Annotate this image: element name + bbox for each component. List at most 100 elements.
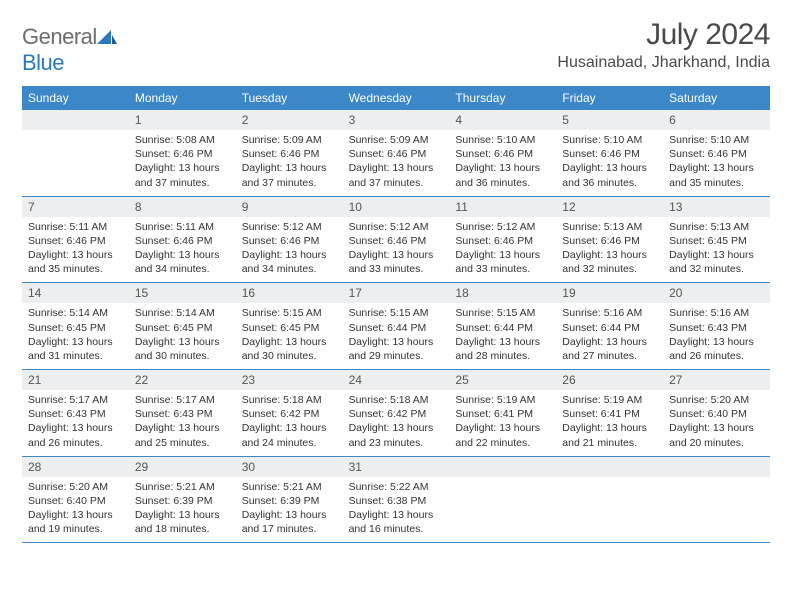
sunrise-text: Sunrise: 5:20 AM [28,480,123,494]
sunrise-text: Sunrise: 5:11 AM [28,220,123,234]
day-number: 20 [663,283,770,303]
day-number: 4 [449,110,556,130]
daylight-text: Daylight: 13 hours and 37 minutes. [135,161,230,189]
day-number: 26 [556,370,663,390]
day-info: Sunrise: 5:20 AMSunset: 6:40 PMDaylight:… [669,390,764,450]
day-cell: Sunrise: 5:20 AMSunset: 6:40 PMDaylight:… [22,477,129,543]
sunrise-text: Sunrise: 5:15 AM [242,306,337,320]
sunrise-text: Sunrise: 5:19 AM [562,393,657,407]
day-number: 3 [343,110,450,130]
sunset-text: Sunset: 6:40 PM [669,407,764,421]
sunset-text: Sunset: 6:44 PM [455,321,550,335]
sunset-text: Sunset: 6:46 PM [669,147,764,161]
day-number: 10 [343,197,450,217]
day-cell: Sunrise: 5:19 AMSunset: 6:41 PMDaylight:… [556,390,663,456]
calendar-page: GeneralBlue July 2024 Husainabad, Jharkh… [0,0,792,543]
daylight-text: Daylight: 13 hours and 26 minutes. [28,421,123,449]
sunset-text: Sunset: 6:46 PM [455,234,550,248]
day-info: Sunrise: 5:12 AMSunset: 6:46 PMDaylight:… [349,217,444,277]
day-number-row: 28293031 [22,457,770,477]
day-info [455,477,550,480]
day-cell: Sunrise: 5:10 AMSunset: 6:46 PMDaylight:… [556,130,663,196]
daylight-text: Daylight: 13 hours and 22 minutes. [455,421,550,449]
sunset-text: Sunset: 6:39 PM [135,494,230,508]
day-number-row: 78910111213 [22,197,770,217]
daylight-text: Daylight: 13 hours and 28 minutes. [455,335,550,363]
sunrise-text: Sunrise: 5:09 AM [349,133,444,147]
brand-sail-icon [97,24,117,50]
sunset-text: Sunset: 6:44 PM [562,321,657,335]
day-number: 18 [449,283,556,303]
location-text: Husainabad, Jharkhand, India [557,54,770,72]
sunset-text: Sunset: 6:43 PM [28,407,123,421]
day-number: 22 [129,370,236,390]
day-info [562,477,657,480]
page-header: GeneralBlue July 2024 Husainabad, Jharkh… [22,18,770,76]
sunset-text: Sunset: 6:45 PM [28,321,123,335]
day-cell: Sunrise: 5:18 AMSunset: 6:42 PMDaylight:… [343,390,450,456]
sunrise-text: Sunrise: 5:12 AM [349,220,444,234]
sunrise-text: Sunrise: 5:14 AM [28,306,123,320]
day-number: 8 [129,197,236,217]
day-cell: Sunrise: 5:15 AMSunset: 6:44 PMDaylight:… [343,303,450,369]
day-info: Sunrise: 5:09 AMSunset: 6:46 PMDaylight:… [242,130,337,190]
day-number [22,110,129,130]
sunrise-text: Sunrise: 5:15 AM [455,306,550,320]
month-title: July 2024 [557,18,770,52]
day-number: 6 [663,110,770,130]
day-cell: Sunrise: 5:15 AMSunset: 6:44 PMDaylight:… [449,303,556,369]
day-info: Sunrise: 5:16 AMSunset: 6:43 PMDaylight:… [669,303,764,363]
sunset-text: Sunset: 6:46 PM [349,234,444,248]
daylight-text: Daylight: 13 hours and 30 minutes. [242,335,337,363]
sunrise-text: Sunrise: 5:13 AM [669,220,764,234]
day-number: 12 [556,197,663,217]
day-number: 27 [663,370,770,390]
day-number [663,457,770,477]
day-info: Sunrise: 5:21 AMSunset: 6:39 PMDaylight:… [135,477,230,537]
day-number: 24 [343,370,450,390]
day-number-row: 14151617181920 [22,283,770,303]
day-number [449,457,556,477]
day-info: Sunrise: 5:10 AMSunset: 6:46 PMDaylight:… [455,130,550,190]
sunset-text: Sunset: 6:42 PM [349,407,444,421]
daylight-text: Daylight: 13 hours and 34 minutes. [242,248,337,276]
day-number: 9 [236,197,343,217]
day-info: Sunrise: 5:17 AMSunset: 6:43 PMDaylight:… [28,390,123,450]
daylight-text: Daylight: 13 hours and 35 minutes. [28,248,123,276]
daylight-text: Daylight: 13 hours and 30 minutes. [135,335,230,363]
day-number-row: 21222324252627 [22,370,770,390]
day-number: 11 [449,197,556,217]
daylight-text: Daylight: 13 hours and 19 minutes. [28,508,123,536]
day-cell: Sunrise: 5:22 AMSunset: 6:38 PMDaylight:… [343,477,450,543]
calendar-week: 14151617181920Sunrise: 5:14 AMSunset: 6:… [22,283,770,370]
daylight-text: Daylight: 13 hours and 25 minutes. [135,421,230,449]
daylight-text: Daylight: 13 hours and 32 minutes. [669,248,764,276]
sunset-text: Sunset: 6:46 PM [242,147,337,161]
day-cell: Sunrise: 5:09 AMSunset: 6:46 PMDaylight:… [236,130,343,196]
day-number: 21 [22,370,129,390]
sunrise-text: Sunrise: 5:18 AM [349,393,444,407]
sunrise-text: Sunrise: 5:15 AM [349,306,444,320]
day-info: Sunrise: 5:09 AMSunset: 6:46 PMDaylight:… [349,130,444,190]
title-block: July 2024 Husainabad, Jharkhand, India [557,18,770,72]
day-info: Sunrise: 5:19 AMSunset: 6:41 PMDaylight:… [562,390,657,450]
day-info: Sunrise: 5:16 AMSunset: 6:44 PMDaylight:… [562,303,657,363]
sunset-text: Sunset: 6:43 PM [135,407,230,421]
sunset-text: Sunset: 6:38 PM [349,494,444,508]
calendar-week: 28293031 Sunrise: 5:20 AMSunset: 6:40 PM… [22,457,770,544]
weekday-header-cell: Sunday [22,86,129,110]
daylight-text: Daylight: 13 hours and 36 minutes. [455,161,550,189]
daylight-text: Daylight: 13 hours and 23 minutes. [349,421,444,449]
sunrise-text: Sunrise: 5:10 AM [562,133,657,147]
day-cell: Sunrise: 5:16 AMSunset: 6:44 PMDaylight:… [556,303,663,369]
sunset-text: Sunset: 6:46 PM [28,234,123,248]
brand-name: GeneralBlue [22,24,117,76]
daylight-text: Daylight: 13 hours and 37 minutes. [349,161,444,189]
daylight-text: Daylight: 13 hours and 27 minutes. [562,335,657,363]
day-cell: Sunrise: 5:10 AMSunset: 6:46 PMDaylight:… [663,130,770,196]
day-info: Sunrise: 5:14 AMSunset: 6:45 PMDaylight:… [28,303,123,363]
day-number: 23 [236,370,343,390]
day-number: 1 [129,110,236,130]
day-cell: Sunrise: 5:09 AMSunset: 6:46 PMDaylight:… [343,130,450,196]
sunset-text: Sunset: 6:43 PM [669,321,764,335]
